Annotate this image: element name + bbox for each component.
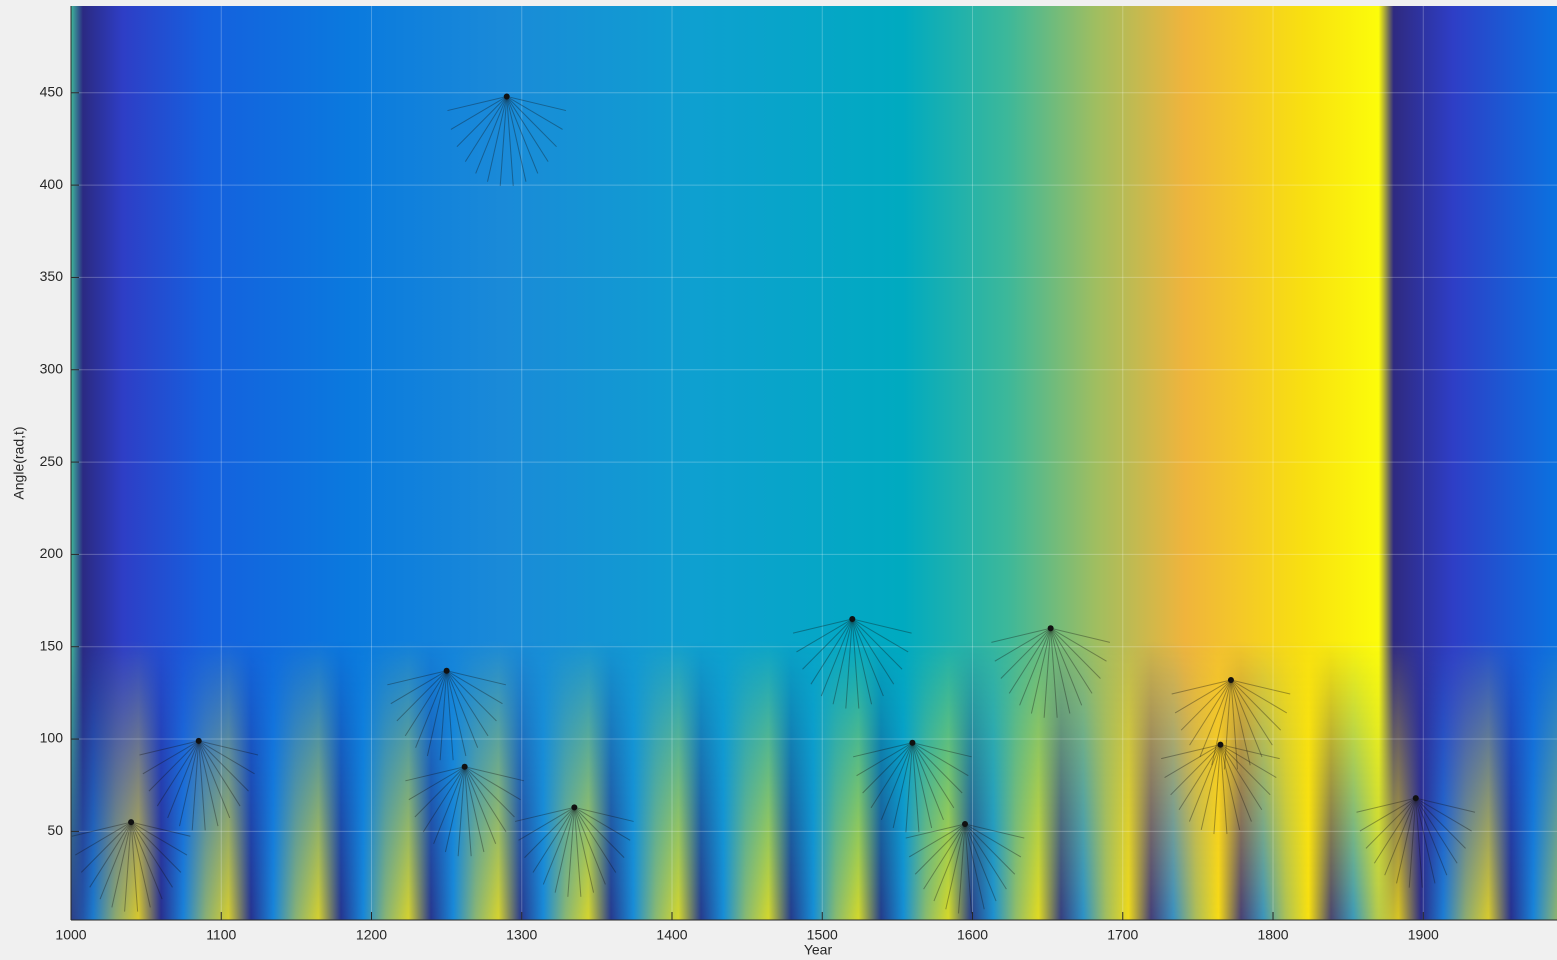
phase-singularity — [128, 819, 134, 825]
phase-singularity — [504, 93, 510, 99]
phase-singularity — [909, 740, 915, 746]
phase-singularity — [849, 616, 855, 622]
y-axis-label: Angle(rad,t) — [11, 426, 27, 499]
phase-singularity — [1413, 795, 1419, 801]
phase-singularity — [1048, 625, 1054, 631]
y-tick-label: 350 — [40, 268, 64, 284]
x-tick-label: 1000 — [55, 927, 86, 943]
phase-singularity — [196, 738, 202, 744]
y-tick-label: 450 — [40, 83, 64, 99]
x-tick-label: 1400 — [656, 927, 687, 943]
contour-lobes — [71, 640, 1557, 920]
x-axis-label: Year — [804, 942, 833, 958]
x-tick-label: 1200 — [356, 927, 387, 943]
phase-singularity — [1217, 742, 1223, 748]
x-tick-label: 1500 — [807, 927, 838, 943]
x-tick-label: 1600 — [957, 927, 988, 943]
phase-singularity — [444, 668, 450, 674]
x-tick-label: 1100 — [206, 927, 236, 943]
y-tick-label: 250 — [40, 453, 64, 469]
y-tick-label: 200 — [40, 545, 64, 561]
y-tick-label: 50 — [47, 822, 63, 838]
y-tick-label: 150 — [40, 637, 64, 653]
x-tick-label: 1800 — [1257, 927, 1288, 943]
y-tick-label: 100 — [40, 730, 64, 746]
plot-area — [71, 6, 1557, 920]
chart: 1000 1100 1200 1300 1400 1500 1600 1700 1800 1900… — [0, 0, 1557, 960]
y-tick-label: 400 — [40, 176, 64, 192]
phase-singularity — [1228, 677, 1234, 683]
phase-singularity — [571, 804, 577, 810]
x-tick-label: 1300 — [506, 927, 537, 943]
phase-singularity — [462, 764, 468, 770]
phase-singularity — [962, 821, 968, 827]
y-tick-label: 300 — [40, 360, 64, 376]
x-tick-label: 1700 — [1107, 927, 1138, 943]
x-tick-label: 1900 — [1408, 927, 1439, 943]
